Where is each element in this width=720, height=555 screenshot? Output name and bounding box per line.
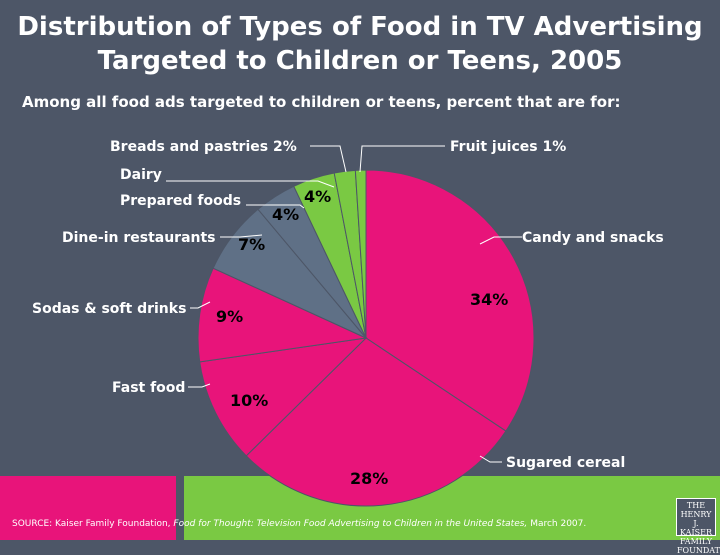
leader-breads bbox=[310, 145, 347, 173]
source-note: SOURCE: Kaiser Family Foundation, Food f… bbox=[12, 519, 586, 529]
leader-cereal bbox=[479, 455, 502, 463]
source-suffix: March 2007. bbox=[530, 519, 587, 529]
label-fast-food: Fast food bbox=[112, 380, 185, 396]
label-sodas-soft-drinks: Sodas & soft drinks bbox=[32, 301, 186, 317]
pct-sodas-soft-drinks: 9% bbox=[216, 307, 243, 326]
category-labels: Breads and pastries 2% Fruit juices 1% D… bbox=[32, 139, 664, 471]
leader-sodas bbox=[190, 301, 211, 309]
pie-chart: Breads and pastries 2% Fruit juices 1% D… bbox=[32, 139, 664, 507]
footer-green-band bbox=[184, 476, 720, 540]
chart-title: Distribution of Types of Food in TV Adve… bbox=[0, 10, 720, 78]
pct-candy-and-snacks: 34% bbox=[470, 290, 508, 309]
leader-lines bbox=[166, 145, 522, 463]
label-fruit-juices: Fruit juices 1% bbox=[450, 139, 566, 155]
slice-fruit-juices bbox=[354, 169, 367, 339]
leader-prepared bbox=[246, 204, 305, 209]
leader-candy bbox=[479, 236, 522, 245]
label-candy-and-snacks: Candy and snacks bbox=[522, 230, 664, 246]
label-sugared-cereal: Sugared cereal bbox=[506, 455, 625, 471]
kff-logo: THE HENRY J. KAISER FAMILY FOUNDATION bbox=[676, 498, 720, 555]
slice-sodas-soft-drinks bbox=[197, 267, 368, 363]
leader-fast bbox=[188, 383, 211, 388]
chart-subtitle: Among all food ads targeted to children … bbox=[22, 93, 621, 111]
label-prepared-foods: Prepared foods bbox=[120, 193, 241, 209]
chart-title-line-1: Distribution of Types of Food in TV Adve… bbox=[17, 12, 703, 42]
source-prefix: SOURCE: Kaiser Family Foundation, bbox=[12, 519, 171, 529]
label-dine-in-restaurants: Dine-in restaurants bbox=[62, 230, 216, 246]
pie-slices bbox=[197, 169, 535, 507]
label-breads-and-pastries: Breads and pastries 2% bbox=[110, 139, 297, 155]
leader-dine bbox=[220, 234, 263, 238]
leader-fruit bbox=[359, 145, 445, 173]
logo-line-2: KAISER bbox=[680, 528, 712, 537]
slice-fast-food bbox=[199, 337, 368, 457]
footer-pink-band bbox=[0, 476, 176, 540]
logo-line-4: FOUNDATION bbox=[677, 546, 720, 555]
pct-sugared-cereal: 28% bbox=[350, 469, 388, 488]
pct-prepared-foods: 4% bbox=[272, 205, 299, 224]
logo-line-1: THE HENRY J. bbox=[680, 501, 712, 528]
logo-line-3: FAMILY bbox=[679, 537, 713, 546]
pct-dine-in-restaurants: 7% bbox=[238, 235, 265, 254]
pct-fast-food: 10% bbox=[230, 391, 268, 410]
source-title: Food for Thought: Television Food Advert… bbox=[173, 519, 528, 529]
label-dairy: Dairy bbox=[120, 167, 162, 183]
chart-title-line-2: Targeted to Children or Teens, 2005 bbox=[97, 46, 623, 76]
leader-dairy bbox=[166, 180, 335, 188]
pct-dairy: 4% bbox=[304, 187, 331, 206]
percent-labels: 34% 28% 10% 9% 7% 4% 4% bbox=[216, 187, 508, 488]
